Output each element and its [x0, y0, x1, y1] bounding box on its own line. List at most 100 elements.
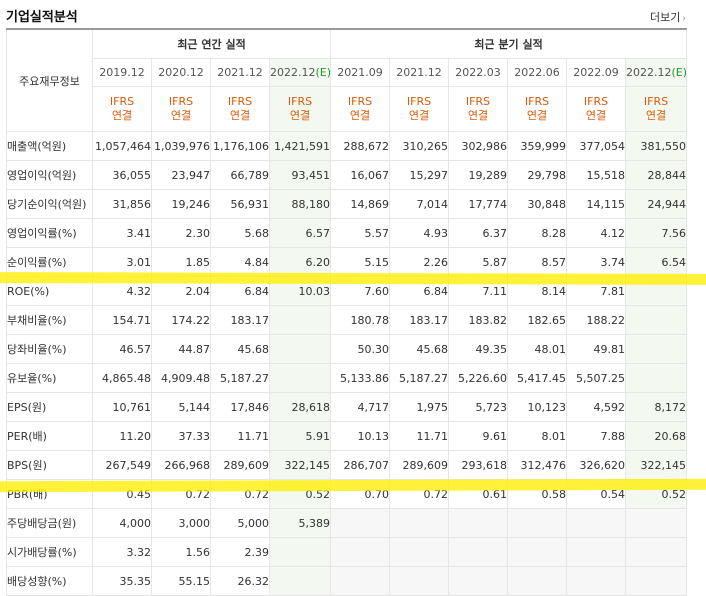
- quarter-value-cell: 5.87: [448, 247, 509, 277]
- annual-value-cell: 55.15: [151, 566, 211, 596]
- annual-value-cell: 0.45: [92, 479, 152, 509]
- ifrs-badge: IFRS 연결: [625, 86, 688, 132]
- annual-value-cell: 0.72: [151, 479, 211, 509]
- quarter-period-5: 2022.12(E): [625, 58, 688, 87]
- annual-value-cell: [268, 537, 332, 567]
- annual-value-cell: 1,176,106: [210, 131, 270, 161]
- quarter-value-cell: [625, 566, 688, 596]
- quarter-value-cell: 5.57: [330, 218, 391, 248]
- annual-value-cell: [268, 334, 332, 364]
- ifrs-badge: IFRS 연결: [389, 86, 450, 132]
- annual-value-cell: 88,180: [268, 189, 332, 219]
- quarter-value-cell: [389, 508, 450, 538]
- annual-value-cell: 10.03: [268, 276, 332, 306]
- annual-group-header: 최근 연간 실적: [91, 28, 332, 59]
- table-row: 당좌비율(%) 46.57 44.87 45.68 50.30 45.68 49.35 48.…: [6, 334, 688, 364]
- quarter-period-2: 2022.03: [448, 58, 509, 87]
- table-row: 주당배당금(원) 4,000 3,000 5,000 5,389: [6, 508, 688, 538]
- annual-value-cell: 3.01: [92, 247, 152, 277]
- period-label: 2022.03: [455, 66, 501, 79]
- consolidated-label: 연결: [289, 109, 311, 122]
- quarter-value-cell: 182.65: [507, 305, 568, 335]
- annual-value-cell: 4,865.48: [92, 363, 152, 393]
- quarter-value-cell: 7.81: [566, 276, 627, 306]
- annual-value-cell: 174.22: [151, 305, 211, 335]
- annual-value-cell: 0.52: [268, 479, 332, 509]
- annual-value-cell: 46.57: [92, 334, 152, 364]
- quarter-value-cell: 0.72: [389, 479, 450, 509]
- row-label: 매출액(억원): [6, 131, 93, 161]
- annual-value-cell: 11.71: [210, 421, 270, 451]
- table-row: 시가배당률(%) 3.32 1.56 2.39: [6, 537, 688, 567]
- quarter-value-cell: 377,054: [566, 131, 627, 161]
- quarter-value-cell: 49.81: [566, 334, 627, 364]
- quarter-value-cell: 322,145: [625, 450, 688, 480]
- row-label: 부채비율(%): [6, 305, 93, 335]
- quarter-value-cell: 180.78: [330, 305, 391, 335]
- annual-value-cell: 5,187.27: [210, 363, 270, 393]
- quarter-value-cell: 359,999: [507, 131, 568, 161]
- page-title: 기업실적분석: [6, 10, 78, 25]
- quarter-value-cell: 11.71: [389, 421, 450, 451]
- quarter-value-cell: [448, 566, 509, 596]
- row-label: 시가배당률(%): [6, 537, 93, 567]
- annual-value-cell: 10,761: [92, 392, 152, 422]
- row-label: 주당배당금(원): [6, 508, 93, 538]
- annual-value-cell: 11.20: [92, 421, 152, 451]
- quarter-value-cell: 5,133.86: [330, 363, 391, 393]
- quarter-period-1: 2021.12: [389, 58, 450, 87]
- annual-value-cell: 35.35: [92, 566, 152, 596]
- quarter-value-cell: [566, 508, 627, 538]
- quarter-value-cell: 20.68: [625, 421, 688, 451]
- chevron-right-icon[interactable]: ›: [682, 14, 686, 24]
- quarter-value-cell: [507, 566, 568, 596]
- quarter-value-cell: 381,550: [625, 131, 688, 161]
- quarter-value-cell: 4.12: [566, 218, 627, 248]
- quarter-value-cell: 3.74: [566, 247, 627, 277]
- annual-value-cell: 289,609: [210, 450, 270, 480]
- row-label: 배당성향(%): [6, 566, 93, 596]
- consolidated-label: 연결: [229, 109, 251, 122]
- row-label: PBR(배): [6, 479, 93, 509]
- quarter-value-cell: 17,774: [448, 189, 509, 219]
- quarter-value-cell: 5,507.25: [566, 363, 627, 393]
- consolidated-label: 연결: [645, 109, 667, 122]
- quarter-value-cell: 6.84: [389, 276, 450, 306]
- annual-value-cell: 2.39: [210, 537, 270, 567]
- annual-value-cell: 3.41: [92, 218, 152, 248]
- quarter-value-cell: 183.17: [389, 305, 450, 335]
- quarter-value-cell: 14,115: [566, 189, 627, 219]
- table-row: 유보율(%) 4,865.48 4,909.48 5,187.27 5,133.86 5,…: [6, 363, 688, 393]
- quarter-value-cell: 183.82: [448, 305, 509, 335]
- estimate-suffix: (E): [671, 66, 687, 79]
- annual-value-cell: [268, 305, 332, 335]
- period-label: 2019.12: [99, 66, 145, 79]
- ifrs-badge: IFRS 연결: [268, 86, 332, 132]
- quarter-value-cell: 0.70: [330, 479, 391, 509]
- consolidated-label: 연결: [349, 109, 371, 122]
- annual-value-cell: 5,389: [268, 508, 332, 538]
- more-link[interactable]: 더보기 ›: [650, 9, 686, 25]
- quarter-value-cell: 289,609: [389, 450, 450, 480]
- table-row: 영업이익(억원) 36,055 23,947 66,789 93,451 16,067 15…: [6, 160, 688, 190]
- annual-value-cell: 4,000: [92, 508, 152, 538]
- row-label: 영업이익률(%): [6, 218, 93, 248]
- ifrs-label: IFRS: [347, 95, 373, 108]
- quarter-value-cell: 28,844: [625, 160, 688, 190]
- quarter-value-cell: [625, 537, 688, 567]
- ifrs-badge: IFRS 연결: [210, 86, 270, 132]
- ifrs-label: IFRS: [227, 95, 253, 108]
- quarter-group-header: 최근 분기 실적: [330, 28, 688, 59]
- annual-value-cell: 3,000: [151, 508, 211, 538]
- row-label: 순이익률(%): [6, 247, 93, 277]
- annual-value-cell: 5.91: [268, 421, 332, 451]
- consolidated-label: 연결: [467, 109, 489, 122]
- consolidated-label: 연결: [585, 109, 607, 122]
- annual-value-cell: 66,789: [210, 160, 270, 190]
- annual-value-cell: 1.56: [151, 537, 211, 567]
- quarter-value-cell: [566, 566, 627, 596]
- more-label[interactable]: 더보기: [650, 11, 681, 24]
- quarter-value-cell: [507, 508, 568, 538]
- annual-value-cell: 2.04: [151, 276, 211, 306]
- quarter-value-cell: 14,869: [330, 189, 391, 219]
